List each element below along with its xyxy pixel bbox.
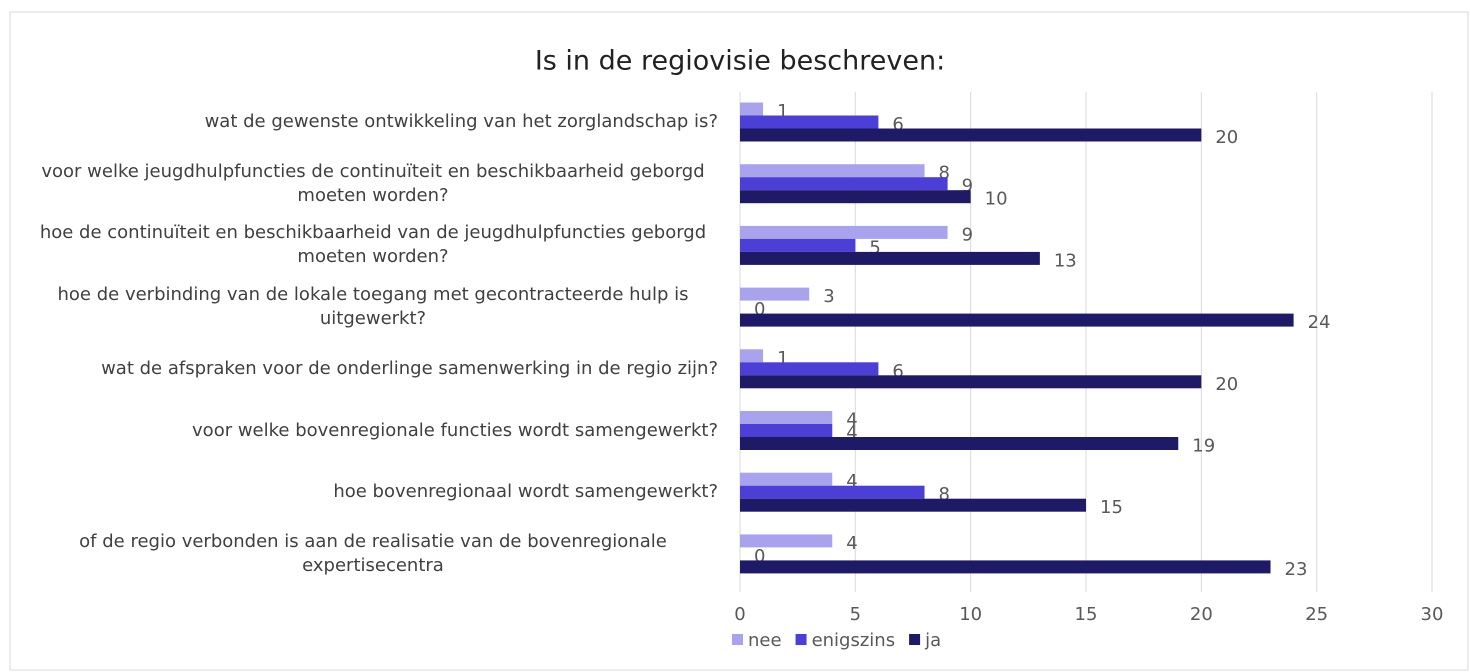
x-tick-label: 5 <box>850 604 861 625</box>
legend-swatch <box>909 634 921 645</box>
bar <box>740 349 764 363</box>
category-label: hoe de continuïteit en beschikbaarheid v… <box>39 222 707 268</box>
legend-label: ja <box>924 630 941 651</box>
x-tick-label: 30 <box>1421 604 1444 625</box>
bar <box>740 534 833 548</box>
legend-swatch <box>795 634 807 645</box>
value-label: 8 <box>939 163 950 184</box>
legend-label: enigszins <box>812 630 896 651</box>
value-label: 4 <box>846 423 857 444</box>
value-label: 4 <box>846 533 857 554</box>
category-label: voor welke jeugdhulpfuncties de continuï… <box>41 160 705 206</box>
bar <box>740 177 948 191</box>
bar <box>740 362 879 376</box>
value-label: 5 <box>869 237 880 258</box>
bar <box>740 238 856 252</box>
legend-label: nee <box>748 630 782 651</box>
bar <box>740 287 810 301</box>
value-label: 10 <box>985 189 1008 210</box>
category-label: of de regio verbonden is aan de realisat… <box>79 530 667 576</box>
category-label: hoe de verbinding van de lokale toegang … <box>57 284 689 330</box>
bar <box>740 498 1086 512</box>
x-tick-label: 10 <box>959 604 982 625</box>
bar <box>740 411 833 424</box>
value-label: 4 <box>846 471 857 492</box>
x-tick-label: 0 <box>734 604 745 625</box>
bar <box>740 375 1202 389</box>
value-label: 8 <box>939 484 950 505</box>
bar <box>740 164 925 178</box>
value-label: 23 <box>1285 559 1308 580</box>
value-label: 15 <box>1100 497 1123 518</box>
bar <box>740 437 1179 450</box>
value-label: 6 <box>892 114 903 135</box>
value-label: 19 <box>1192 436 1215 457</box>
value-label: 20 <box>1215 127 1238 148</box>
category-label: wat de afspraken voor de onderlinge same… <box>101 357 718 379</box>
bar <box>740 102 764 116</box>
bar <box>740 560 1271 574</box>
category-label: voor welke bovenregionale functies wordt… <box>192 419 718 441</box>
value-label: 3 <box>823 286 834 307</box>
value-label: 1 <box>777 348 788 369</box>
value-label: 1 <box>777 101 788 122</box>
value-label: 6 <box>892 361 903 382</box>
value-label: 13 <box>1054 250 1077 271</box>
value-label: 9 <box>962 224 973 245</box>
value-label: 20 <box>1215 374 1238 395</box>
chart-frame <box>9 11 1469 671</box>
bar <box>740 251 1040 265</box>
bar <box>740 472 833 486</box>
bar <box>740 128 1202 142</box>
value-label: 9 <box>962 176 973 197</box>
value-label: 24 <box>1308 312 1331 333</box>
category-label: wat de gewenste ontwikkeling van het zor… <box>204 111 718 132</box>
bar <box>740 424 833 437</box>
x-tick-label: 20 <box>1190 604 1213 625</box>
x-tick-label: 15 <box>1075 604 1098 625</box>
x-tick-label: 25 <box>1305 604 1328 625</box>
category-label: hoe bovenregionaal wordt samengewerkt? <box>333 481 718 503</box>
value-label: 4 <box>846 410 857 431</box>
value-label: 0 <box>754 299 765 320</box>
bar <box>740 225 948 239</box>
bar <box>740 115 879 129</box>
value-label: 0 <box>754 546 765 567</box>
legend-swatch <box>732 634 743 645</box>
bar <box>740 485 925 499</box>
chart-title: Is in de regiovisie beschreven: <box>535 46 945 77</box>
bar <box>740 190 971 204</box>
bar <box>740 313 1294 327</box>
